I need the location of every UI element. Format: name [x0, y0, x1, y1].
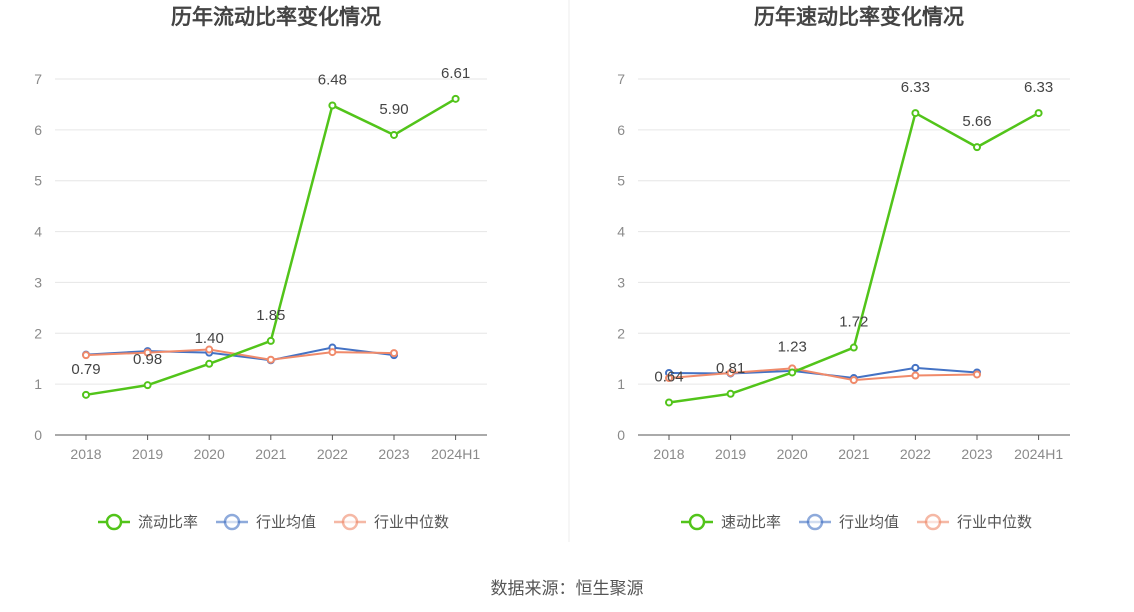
x-tick-label: 2019: [132, 446, 163, 462]
y-tick-label: 0: [34, 427, 42, 443]
y-tick-label: 4: [34, 224, 42, 240]
data-point: [726, 389, 735, 398]
chart-panel-1: 历年流动比率变化情况 0 1 2 3 4 5 6 7 2018 2019 2020 2021 2022 20…: [34, 5, 487, 531]
data-point: [973, 370, 981, 379]
x-tick-label: 2020: [777, 446, 808, 462]
y-tick-label: 5: [617, 173, 625, 189]
data-point: [390, 349, 398, 358]
y-tick-label: 5: [34, 173, 42, 189]
data-label: 5.66: [962, 113, 991, 130]
x-tick-label: 2020: [194, 446, 225, 462]
legend-label: 行业中位数: [374, 514, 449, 531]
series-line-行业中位数: [668, 367, 978, 382]
legend-label: 行业中位数: [957, 514, 1032, 531]
legend-label: 行业均值: [839, 514, 899, 531]
legend-marker-icon: [806, 513, 824, 531]
y-tick-label: 2: [617, 325, 625, 341]
legend-item: 行业均值: [216, 513, 316, 531]
y-tick-label: 2: [34, 325, 42, 341]
chart-title: 历年速动比率变化情况: [754, 5, 964, 29]
data-label: 0.98: [133, 351, 162, 368]
data-label: 1.23: [778, 338, 807, 355]
x-tick-label: 2018: [70, 446, 101, 462]
series-line-行业均值: [85, 346, 395, 362]
data-label: 1.85: [256, 307, 285, 324]
data-point: [726, 368, 735, 377]
legend-marker-icon: [341, 513, 359, 531]
legend-marker-icon: [924, 513, 942, 531]
legend-item: 行业中位数: [917, 513, 1032, 531]
data-point: [1034, 109, 1043, 118]
data-label: 6.33: [901, 79, 930, 96]
legend-marker-icon: [105, 513, 123, 531]
series-line-行业中位数: [85, 348, 395, 361]
data-label: 6.33: [1024, 79, 1053, 96]
data-label: 0.81: [716, 360, 745, 377]
data-point: [82, 390, 90, 399]
data-point: [266, 355, 275, 364]
legend-label: 流动比率: [138, 514, 198, 531]
x-tick-label: 2022: [317, 446, 348, 462]
legend-marker-icon: [688, 513, 706, 531]
legend-item: 行业均值: [799, 513, 899, 531]
data-label: 6.48: [318, 71, 347, 88]
y-tick-label: 7: [617, 71, 625, 87]
x-tick-label: 2024H1: [431, 446, 480, 462]
x-tick-label: 2023: [961, 446, 992, 462]
y-tick-label: 7: [34, 71, 42, 87]
y-tick-label: 3: [34, 274, 42, 290]
data-point: [205, 345, 214, 354]
data-label: 5.90: [379, 101, 408, 118]
data-label: 6.61: [441, 65, 470, 82]
data-label: 1.72: [839, 314, 868, 331]
data-point: [451, 94, 460, 103]
data-point: [328, 348, 337, 357]
data-point: [143, 348, 152, 357]
data-point: [911, 371, 920, 380]
data-label: 0.64: [654, 368, 683, 385]
legend-item: 速动比率: [681, 513, 781, 531]
data-label: 1.40: [195, 330, 224, 347]
y-tick-label: 6: [34, 122, 42, 138]
data-source: 数据来源：恒生聚源: [490, 579, 644, 598]
data-point: [266, 336, 275, 345]
x-tick-label: 2021: [838, 446, 869, 462]
y-tick-label: 3: [617, 274, 625, 290]
legend-item: 流动比率: [98, 513, 198, 531]
data-point: [143, 381, 152, 390]
data-point: [973, 143, 981, 152]
y-tick-label: 0: [617, 427, 625, 443]
x-tick-label: 2019: [715, 446, 746, 462]
data-point: [788, 368, 797, 377]
legend-label: 行业均值: [256, 514, 316, 531]
data-point: [205, 359, 214, 368]
x-tick-label: 2022: [900, 446, 931, 462]
data-point: [665, 398, 673, 407]
y-tick-label: 1: [617, 376, 625, 392]
data-point: [911, 109, 920, 118]
data-point: [665, 374, 673, 383]
data-point: [390, 130, 398, 139]
data-point: [82, 351, 90, 360]
chart-panel-2: 历年速动比率变化情况 0 1 2 3 4 5 6 7 2018 2019 2020 2021 2022 20…: [617, 5, 1070, 531]
data-point: [849, 376, 858, 385]
data-point: [849, 343, 858, 352]
legend-label: 速动比率: [721, 514, 781, 531]
x-tick-label: 2021: [255, 446, 286, 462]
legend-item: 行业中位数: [334, 513, 449, 531]
chart-title: 历年流动比率变化情况: [171, 5, 381, 29]
x-tick-label: 2018: [653, 446, 684, 462]
data-point: [911, 363, 920, 372]
x-tick-label: 2024H1: [1014, 446, 1063, 462]
y-tick-label: 1: [34, 376, 42, 392]
x-tick-label: 2023: [378, 446, 409, 462]
y-tick-label: 6: [617, 122, 625, 138]
data-label: 0.79: [71, 361, 100, 378]
legend-marker-icon: [223, 513, 241, 531]
data-point: [328, 101, 337, 110]
y-tick-label: 4: [617, 224, 625, 240]
